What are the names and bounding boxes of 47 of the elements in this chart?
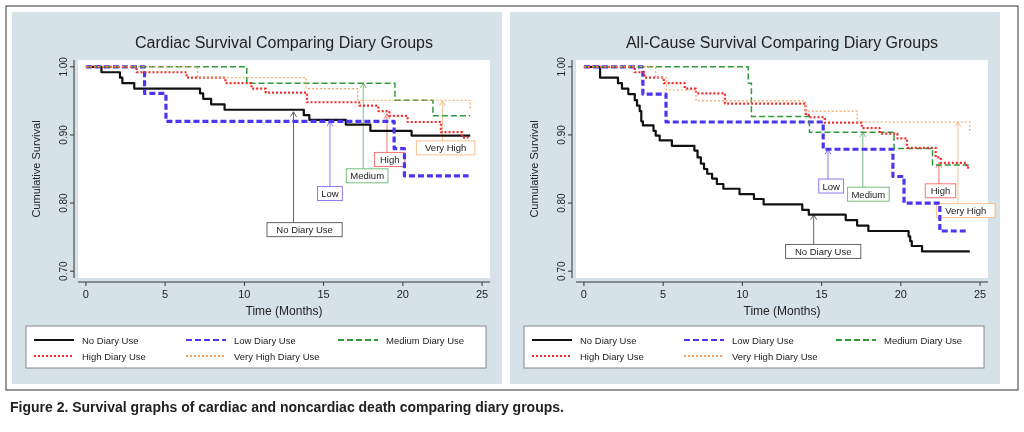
x-tick-label: 0: [82, 288, 89, 300]
y-tick-label: 0.70: [58, 261, 69, 281]
x-axis-title: Time (Months): [245, 304, 323, 318]
legend-label: Very High Diary Use: [234, 350, 320, 362]
y-axis-title: Cumulative Survival: [528, 120, 540, 218]
x-tick-label: 25: [475, 288, 489, 300]
y-tick-label: 1.00: [58, 56, 69, 77]
annotation: Low: [321, 188, 339, 200]
annotation: Very High: [425, 142, 467, 154]
x-tick-label: 5: [162, 288, 169, 300]
y-tick-label: 1.00: [556, 56, 567, 77]
annotation: Medium: [851, 188, 886, 200]
annotation: Very High: [945, 205, 987, 217]
y-tick-label: 0.70: [556, 261, 567, 281]
x-tick-label: 15: [815, 288, 828, 300]
annotation: No Diary Use: [276, 224, 333, 236]
x-tick-label: 10: [238, 288, 251, 300]
legend-label: Low Diary Use: [732, 334, 794, 346]
legend-label: No Diary Use: [82, 334, 139, 346]
legend-label: Very High Diary Use: [732, 350, 818, 362]
x-tick-label: 20: [894, 288, 907, 300]
annotation: Low: [822, 180, 840, 192]
x-tick-label: 25: [973, 288, 987, 300]
x-tick-label: 0: [580, 288, 587, 300]
legend-label: Low Diary Use: [234, 334, 296, 346]
legend-label: High Diary Use: [82, 350, 146, 362]
legend-label: Medium Diary Use: [884, 334, 963, 346]
y-tick-label: 0.90: [58, 124, 69, 145]
x-tick-label: 15: [317, 288, 330, 300]
annotation: No Diary Use: [794, 245, 852, 257]
legend-label: No Diary Use: [580, 334, 637, 346]
y-tick-label: 0.80: [58, 192, 69, 213]
annotation: High: [379, 153, 400, 165]
chart-title: Cardiac Survival Comparing Diary Groups: [135, 34, 433, 51]
legend-label: High Diary Use: [580, 350, 644, 362]
chart-title: All-Cause Survival Comparing Diary Groups: [625, 34, 939, 51]
y-tick-label: 0.90: [556, 124, 567, 145]
x-axis-title: Time (Months): [743, 304, 821, 318]
annotation: Medium: [350, 170, 385, 182]
x-tick-label: 10: [736, 288, 749, 300]
annotation: High: [930, 185, 951, 197]
caption: Figure 2. Survival graphs of cardiac and noncardiac death comparing diary groups.: [10, 399, 564, 415]
x-tick-label: 20: [396, 288, 409, 300]
x-tick-label: 5: [660, 288, 667, 300]
y-axis-title: Cumulative Survival: [30, 120, 42, 218]
y-tick-label: 0.80: [556, 192, 567, 213]
legend-label: Medium Diary Use: [386, 334, 465, 346]
